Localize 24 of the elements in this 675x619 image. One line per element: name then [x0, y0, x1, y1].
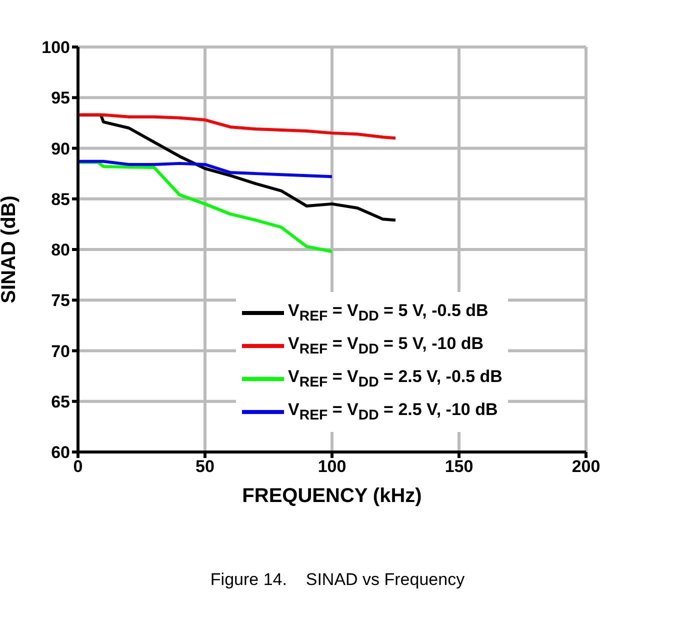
y-tick-label: 85	[51, 190, 70, 209]
legend-label: V$_{REF}$ = V$_{DD}$ = 2.5 V, -0.5 dB	[288, 366, 502, 390]
y-tick-label: 70	[51, 342, 70, 361]
y-tick-label: 60	[51, 443, 70, 462]
x-tick-label: 0	[73, 457, 83, 476]
line-series	[78, 160, 334, 178]
line-series	[78, 113, 397, 140]
y-tick-label: 100	[42, 38, 70, 58]
x-axis-title: FREQUENCY (kHz)	[242, 485, 422, 508]
x-tick-label: 150	[444, 457, 474, 476]
y-tick-label: 65	[51, 392, 70, 412]
legend-label: V$_{REF}$ = V$_{DD}$ = 5 V, -10 dB	[288, 334, 484, 358]
x-tick-label: 50	[196, 457, 214, 476]
x-tick-label: 200	[572, 457, 600, 476]
legend-label: V$_{REF}$ = V$_{DD}$ = 2.5 V, -10 dB	[288, 400, 498, 424]
x-tick-label: 100	[318, 457, 346, 476]
y-tick-label: 95	[51, 88, 70, 108]
line-series	[78, 160, 334, 254]
y-tick-label: 75	[51, 291, 70, 310]
y-tick-label: 90	[51, 139, 70, 158]
text: Figure 14. SINAD vs Frequency	[209, 570, 466, 590]
y-tick-label: 80	[51, 240, 70, 260]
y-axis-title: SINAD (dB)	[0, 196, 20, 304]
legend-label: V$_{REF}$ = V$_{DD}$ = 5 V, -0.5 dB	[288, 300, 488, 324]
